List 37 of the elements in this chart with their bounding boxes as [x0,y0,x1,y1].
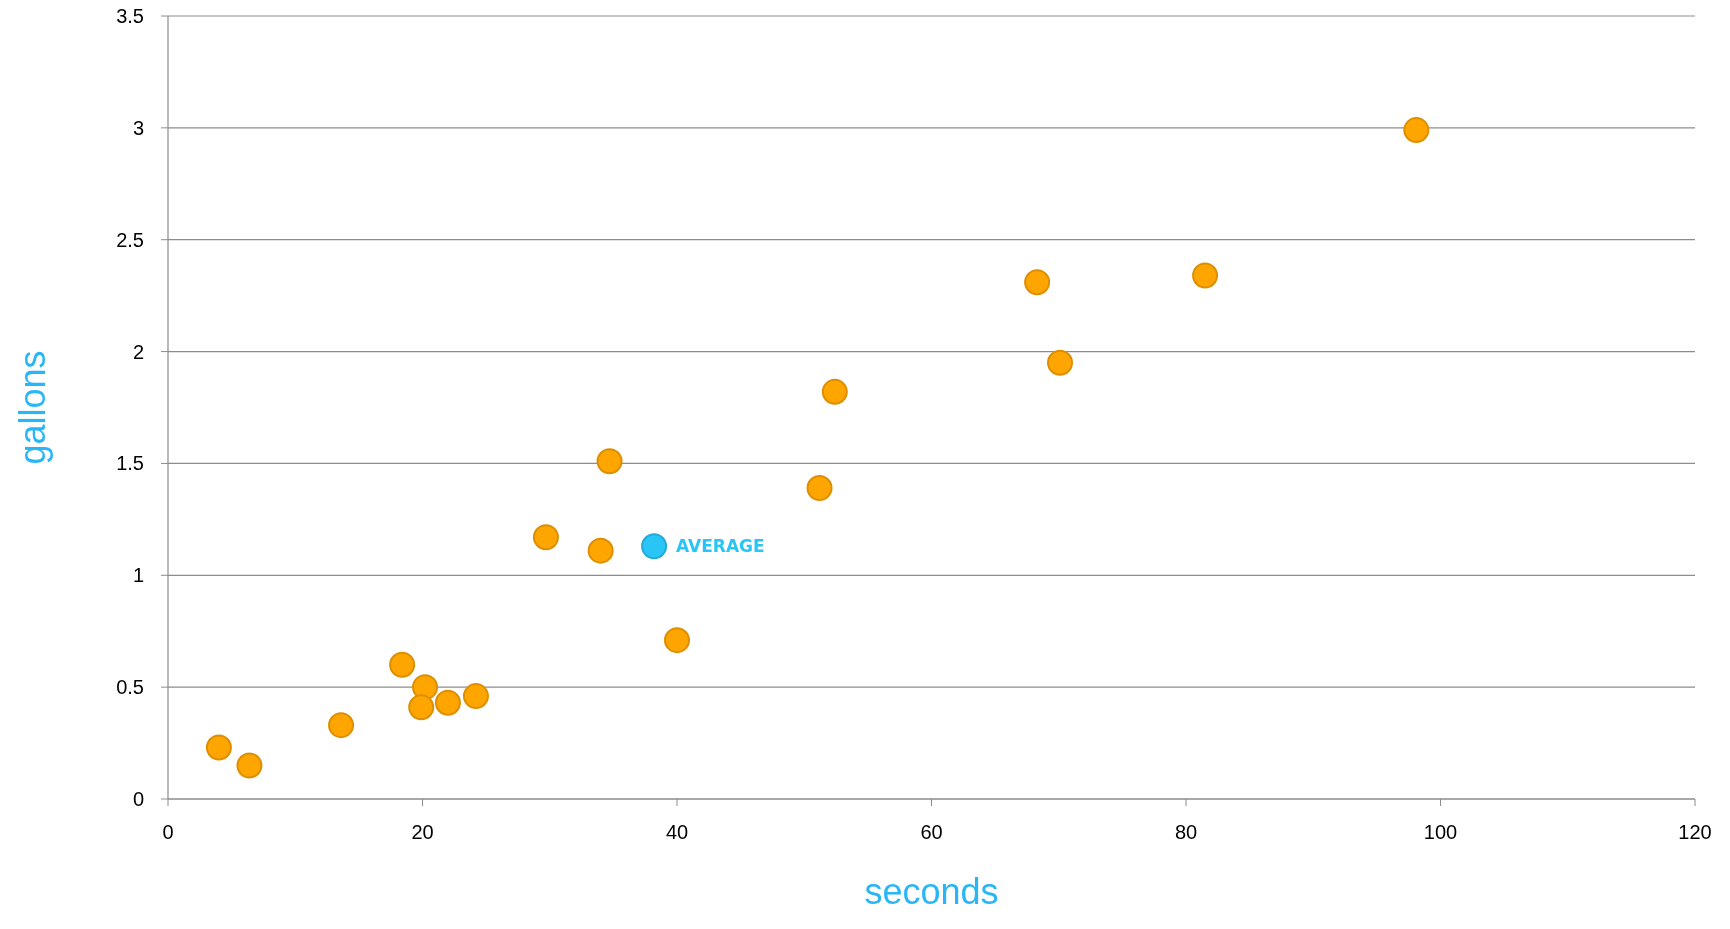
point [532,524,559,551]
point [408,694,435,721]
y-tick-label: 2 [132,340,144,363]
point [821,378,848,405]
point [205,734,232,761]
point [412,674,439,701]
point [236,752,263,779]
x-tick-label: 80 [1174,821,1198,843]
point [596,448,623,475]
y-tick-label: 0 [132,788,144,810]
point [1024,269,1051,296]
y-axis-title: gallons [12,350,53,465]
y-tick-label: 2.5 [116,228,144,251]
x-tick-label: 40 [665,821,689,843]
point [434,689,461,716]
x-tick-label: 60 [920,821,943,843]
y-tick-label: 0.5 [116,676,144,699]
point [641,533,668,560]
point [389,651,416,678]
y-tick-label: 1 [132,564,144,587]
x-tick-label: 120 [1678,821,1712,843]
y-tick-label: 1.5 [116,452,144,475]
point [1192,262,1219,289]
x-tick-label: 100 [1423,821,1458,843]
y-tick-label: 3.5 [116,5,144,27]
point [664,627,690,654]
x-tick-label: 0 [162,821,174,843]
point [1403,117,1430,144]
point [462,683,489,710]
x-tick-label: 20 [411,821,434,843]
point [328,712,355,739]
point [806,475,833,502]
point [587,537,614,564]
y-tick-label: 3 [132,116,144,139]
x-axis-title: seconds [864,871,999,912]
series-label: AVERAGE [676,536,765,557]
point [1047,349,1074,376]
